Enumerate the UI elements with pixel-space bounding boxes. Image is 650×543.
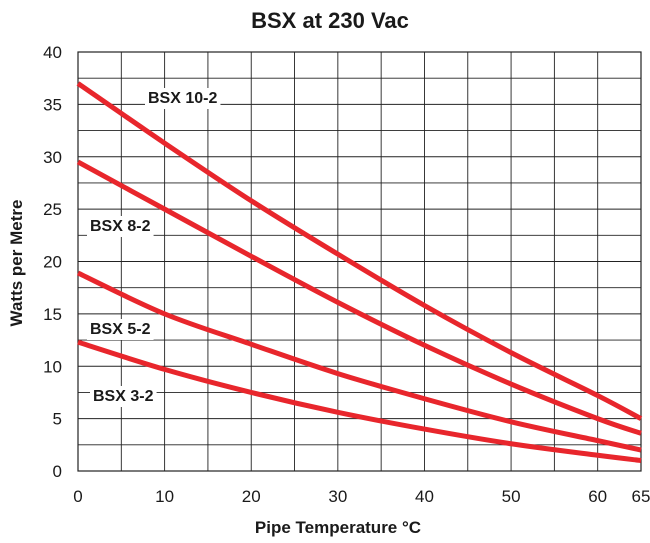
y-tick-label: 20 — [43, 253, 62, 272]
y-tick-label: 5 — [53, 410, 62, 429]
series-line-bsx-5-2 — [76, 270, 642, 453]
y-tick-label: 40 — [43, 43, 62, 62]
series-line-bsx-8-2 — [76, 159, 642, 436]
x-tick-label: 20 — [242, 487, 261, 506]
y-tick-label: 15 — [43, 305, 62, 324]
series-label-bsx-5-2: BSX 5-2 — [87, 319, 154, 340]
series-label-text: BSX 5-2 — [90, 321, 151, 338]
y-axis-label: Watts per Metre — [7, 200, 26, 327]
y-tick-label: 0 — [53, 462, 62, 481]
series-line-bsx-10-2 — [76, 81, 643, 421]
tick-labels: 0 5 10 15 20 25 30 35 40 0 10 20 30 40 50 60 65 — [43, 43, 650, 506]
x-tick-label: 60 — [588, 487, 607, 506]
plot-frame — [77, 51, 642, 472]
x-tick-label: 65 — [632, 487, 650, 506]
series-label-bsx-8-2: BSX 8-2 — [87, 216, 154, 237]
y-tick-label: 25 — [43, 200, 62, 219]
x-tick-label: 30 — [328, 487, 347, 506]
x-tick-label: 40 — [415, 487, 434, 506]
y-tick-label: 35 — [43, 95, 62, 114]
x-tick-label: 50 — [502, 487, 521, 506]
x-tick-label: 10 — [155, 487, 174, 506]
series-label-bsx-10-2: BSX 10-2 — [145, 88, 221, 109]
series-label-background — [90, 386, 157, 407]
x-axis-label: Pipe Temperature °C — [255, 518, 421, 537]
series-line-bsx-3-2 — [77, 339, 642, 464]
series-label-text: BSX 3-2 — [93, 388, 154, 405]
y-tick-label: 10 — [43, 357, 62, 376]
series-lines — [76, 81, 643, 464]
series-label-background — [145, 88, 221, 109]
series-label-background — [87, 216, 154, 237]
x-tick-label: 0 — [73, 487, 82, 506]
series-label-background — [87, 319, 154, 340]
grid — [77, 51, 642, 472]
series-label-text: BSX 10-2 — [148, 90, 217, 107]
chart-title: BSX at 230 Vac — [251, 8, 409, 33]
series-label-text: BSX 8-2 — [90, 218, 151, 235]
y-tick-label: 30 — [43, 148, 62, 167]
series-label-bsx-3-2: BSX 3-2 — [90, 386, 157, 407]
series-labels: BSX 10-2 BSX 8-2 BSX 5-2 BSX 3-2 — [87, 88, 221, 407]
